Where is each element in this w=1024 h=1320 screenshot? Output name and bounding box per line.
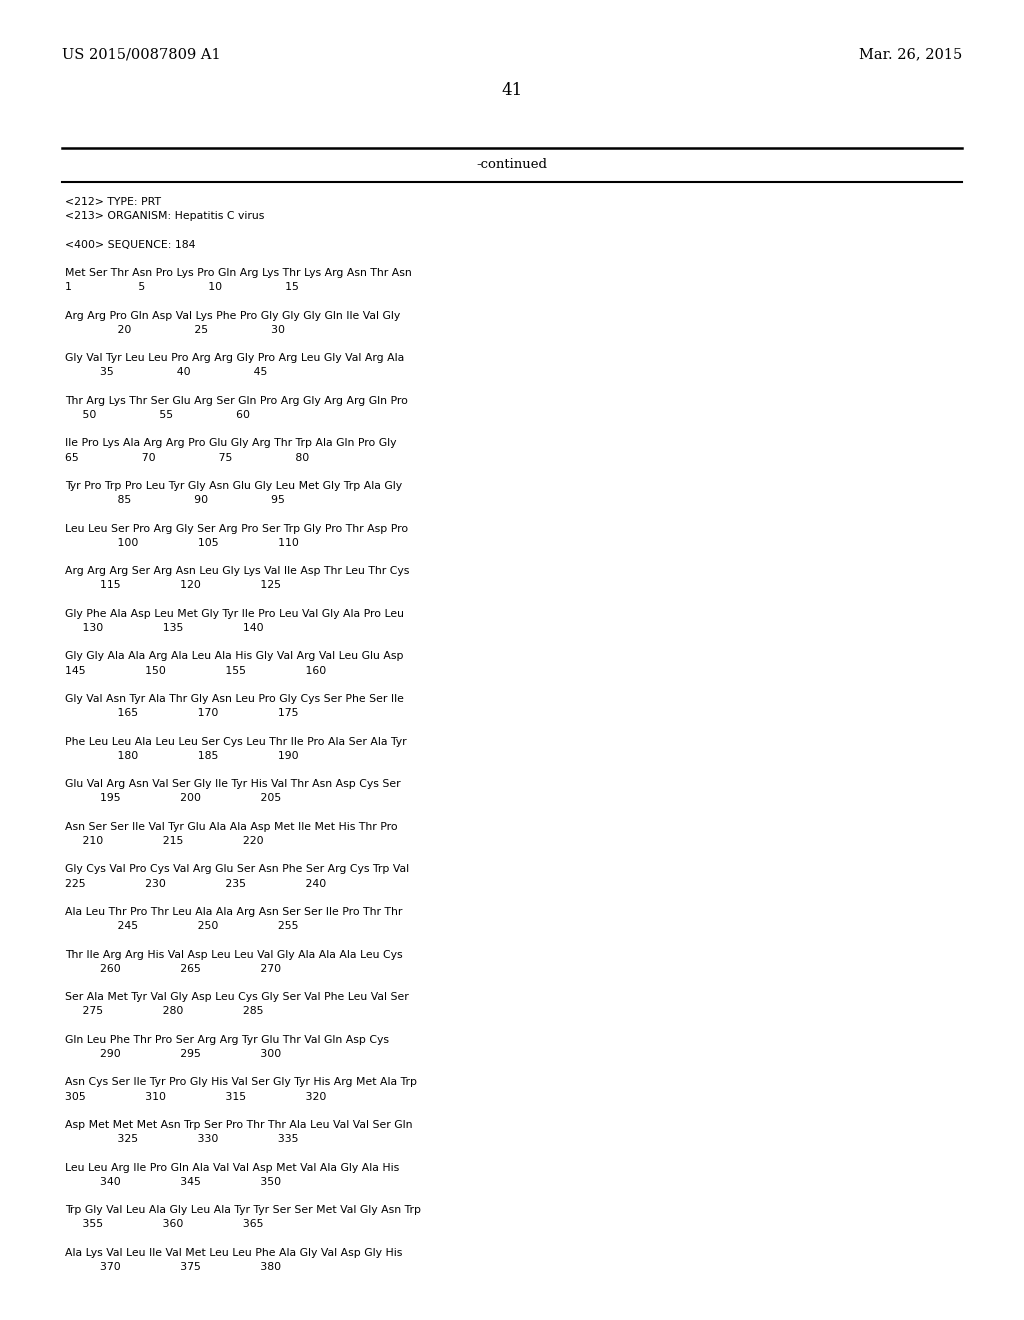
Text: 1                   5                  10                  15: 1 5 10 15 — [65, 282, 299, 292]
Text: 340                 345                 350: 340 345 350 — [65, 1177, 282, 1187]
Text: 50                  55                  60: 50 55 60 — [65, 411, 250, 420]
Text: Gly Cys Val Pro Cys Val Arg Glu Ser Asn Phe Ser Arg Cys Trp Val: Gly Cys Val Pro Cys Val Arg Glu Ser Asn … — [65, 865, 410, 874]
Text: Arg Arg Pro Gln Asp Val Lys Phe Pro Gly Gly Gly Gln Ile Val Gly: Arg Arg Pro Gln Asp Val Lys Phe Pro Gly … — [65, 310, 400, 321]
Text: Phe Leu Leu Ala Leu Leu Ser Cys Leu Thr Ile Pro Ala Ser Ala Tyr: Phe Leu Leu Ala Leu Leu Ser Cys Leu Thr … — [65, 737, 407, 747]
Text: <400> SEQUENCE: 184: <400> SEQUENCE: 184 — [65, 240, 196, 249]
Text: Thr Ile Arg Arg His Val Asp Leu Leu Val Gly Ala Ala Ala Leu Cys: Thr Ile Arg Arg His Val Asp Leu Leu Val … — [65, 949, 402, 960]
Text: 210                 215                 220: 210 215 220 — [65, 836, 263, 846]
Text: 325                 330                 335: 325 330 335 — [65, 1134, 299, 1144]
Text: Asn Ser Ser Ile Val Tyr Glu Ala Ala Asp Met Ile Met His Thr Pro: Asn Ser Ser Ile Val Tyr Glu Ala Ala Asp … — [65, 822, 397, 832]
Text: 85                  90                  95: 85 90 95 — [65, 495, 285, 506]
Text: Gly Val Tyr Leu Leu Pro Arg Arg Gly Pro Arg Leu Gly Val Arg Ala: Gly Val Tyr Leu Leu Pro Arg Arg Gly Pro … — [65, 354, 404, 363]
Text: 355                 360                 365: 355 360 365 — [65, 1220, 263, 1229]
Text: 225                 230                 235                 240: 225 230 235 240 — [65, 879, 327, 888]
Text: Leu Leu Ser Pro Arg Gly Ser Arg Pro Ser Trp Gly Pro Thr Asp Pro: Leu Leu Ser Pro Arg Gly Ser Arg Pro Ser … — [65, 524, 409, 533]
Text: 41: 41 — [502, 82, 522, 99]
Text: 290                 295                 300: 290 295 300 — [65, 1049, 282, 1059]
Text: Gly Val Asn Tyr Ala Thr Gly Asn Leu Pro Gly Cys Ser Phe Ser Ile: Gly Val Asn Tyr Ala Thr Gly Asn Leu Pro … — [65, 694, 403, 704]
Text: 115                 120                 125: 115 120 125 — [65, 581, 281, 590]
Text: Ala Lys Val Leu Ile Val Met Leu Leu Phe Ala Gly Val Asp Gly His: Ala Lys Val Leu Ile Val Met Leu Leu Phe … — [65, 1247, 402, 1258]
Text: 275                 280                 285: 275 280 285 — [65, 1006, 263, 1016]
Text: Leu Leu Arg Ile Pro Gln Ala Val Val Asp Met Val Ala Gly Ala His: Leu Leu Arg Ile Pro Gln Ala Val Val Asp … — [65, 1163, 399, 1172]
Text: 130                 135                 140: 130 135 140 — [65, 623, 263, 634]
Text: Met Ser Thr Asn Pro Lys Pro Gln Arg Lys Thr Lys Arg Asn Thr Asn: Met Ser Thr Asn Pro Lys Pro Gln Arg Lys … — [65, 268, 412, 279]
Text: 370                 375                 380: 370 375 380 — [65, 1262, 282, 1272]
Text: Thr Arg Lys Thr Ser Glu Arg Ser Gln Pro Arg Gly Arg Arg Gln Pro: Thr Arg Lys Thr Ser Glu Arg Ser Gln Pro … — [65, 396, 408, 405]
Text: 180                 185                 190: 180 185 190 — [65, 751, 299, 760]
Text: -continued: -continued — [476, 158, 548, 172]
Text: Ala Leu Thr Pro Thr Leu Ala Ala Arg Asn Ser Ser Ile Pro Thr Thr: Ala Leu Thr Pro Thr Leu Ala Ala Arg Asn … — [65, 907, 402, 917]
Text: Asp Met Met Met Asn Trp Ser Pro Thr Thr Ala Leu Val Val Ser Gln: Asp Met Met Met Asn Trp Ser Pro Thr Thr … — [65, 1119, 413, 1130]
Text: 145                 150                 155                 160: 145 150 155 160 — [65, 665, 327, 676]
Text: 245                 250                 255: 245 250 255 — [65, 921, 299, 931]
Text: 65                  70                  75                  80: 65 70 75 80 — [65, 453, 309, 462]
Text: 195                 200                 205: 195 200 205 — [65, 793, 282, 804]
Text: <212> TYPE: PRT: <212> TYPE: PRT — [65, 197, 161, 207]
Text: 20                  25                  30: 20 25 30 — [65, 325, 285, 335]
Text: Asn Cys Ser Ile Tyr Pro Gly His Val Ser Gly Tyr His Arg Met Ala Trp: Asn Cys Ser Ile Tyr Pro Gly His Val Ser … — [65, 1077, 417, 1088]
Text: Mar. 26, 2015: Mar. 26, 2015 — [859, 48, 962, 61]
Text: Glu Val Arg Asn Val Ser Gly Ile Tyr His Val Thr Asn Asp Cys Ser: Glu Val Arg Asn Val Ser Gly Ile Tyr His … — [65, 779, 400, 789]
Text: 35                  40                  45: 35 40 45 — [65, 367, 267, 378]
Text: US 2015/0087809 A1: US 2015/0087809 A1 — [62, 48, 220, 61]
Text: 260                 265                 270: 260 265 270 — [65, 964, 282, 974]
Text: Ser Ala Met Tyr Val Gly Asp Leu Cys Gly Ser Val Phe Leu Val Ser: Ser Ala Met Tyr Val Gly Asp Leu Cys Gly … — [65, 993, 409, 1002]
Text: Arg Arg Arg Ser Arg Asn Leu Gly Lys Val Ile Asp Thr Leu Thr Cys: Arg Arg Arg Ser Arg Asn Leu Gly Lys Val … — [65, 566, 410, 577]
Text: Gly Phe Ala Asp Leu Met Gly Tyr Ile Pro Leu Val Gly Ala Pro Leu: Gly Phe Ala Asp Leu Met Gly Tyr Ile Pro … — [65, 609, 404, 619]
Text: Gln Leu Phe Thr Pro Ser Arg Arg Tyr Glu Thr Val Gln Asp Cys: Gln Leu Phe Thr Pro Ser Arg Arg Tyr Glu … — [65, 1035, 389, 1045]
Text: 100                 105                 110: 100 105 110 — [65, 537, 299, 548]
Text: Ile Pro Lys Ala Arg Arg Pro Glu Gly Arg Thr Trp Ala Gln Pro Gly: Ile Pro Lys Ala Arg Arg Pro Glu Gly Arg … — [65, 438, 396, 449]
Text: Gly Gly Ala Ala Arg Ala Leu Ala His Gly Val Arg Val Leu Glu Asp: Gly Gly Ala Ala Arg Ala Leu Ala His Gly … — [65, 651, 403, 661]
Text: Trp Gly Val Leu Ala Gly Leu Ala Tyr Tyr Ser Ser Met Val Gly Asn Trp: Trp Gly Val Leu Ala Gly Leu Ala Tyr Tyr … — [65, 1205, 421, 1216]
Text: 305                 310                 315                 320: 305 310 315 320 — [65, 1092, 327, 1102]
Text: Tyr Pro Trp Pro Leu Tyr Gly Asn Glu Gly Leu Met Gly Trp Ala Gly: Tyr Pro Trp Pro Leu Tyr Gly Asn Glu Gly … — [65, 480, 402, 491]
Text: <213> ORGANISM: Hepatitis C virus: <213> ORGANISM: Hepatitis C virus — [65, 211, 264, 222]
Text: 165                 170                 175: 165 170 175 — [65, 709, 299, 718]
